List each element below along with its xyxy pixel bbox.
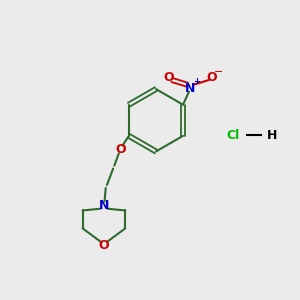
Text: N: N [185,82,196,95]
Text: N: N [99,199,109,212]
Text: H: H [267,129,277,142]
Text: O: O [99,239,109,252]
Text: Cl: Cl [226,129,240,142]
Text: O: O [164,70,174,83]
Text: O: O [206,70,217,83]
Text: +: + [193,77,200,86]
Text: O: O [115,143,126,156]
Text: −: − [214,67,224,77]
